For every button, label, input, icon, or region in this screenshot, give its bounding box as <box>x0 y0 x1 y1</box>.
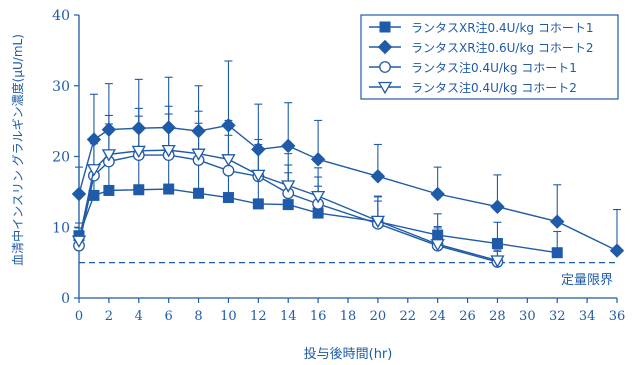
legend-label: ランタス注0.4U/kg コホート2 <box>411 80 577 95</box>
x-tick-label: 30 <box>519 309 536 324</box>
y-tick-label: 20 <box>52 150 70 166</box>
x-tick-label: 28 <box>489 309 506 324</box>
legend-marker <box>377 81 393 95</box>
reference-line-label: 定量限界 <box>561 273 613 288</box>
x-tick-label: 36 <box>609 309 626 324</box>
x-tick-label: 10 <box>220 309 237 324</box>
data-point <box>490 199 505 214</box>
data-point <box>133 184 145 196</box>
data-point <box>71 186 87 202</box>
data-point <box>281 138 296 154</box>
x-tick-label: 6 <box>165 309 173 324</box>
data-point <box>222 164 235 177</box>
data-point <box>370 215 386 229</box>
data-point <box>251 169 266 183</box>
y-tick-label: 10 <box>52 220 70 236</box>
data-point <box>71 235 87 249</box>
data-point <box>550 214 565 229</box>
data-point <box>131 145 146 159</box>
data-point <box>310 152 326 167</box>
data-point <box>490 255 505 268</box>
data-point <box>551 247 563 259</box>
legend-label: ランタスXR注0.6U/kg コホート2 <box>411 40 594 55</box>
data-point <box>163 183 175 195</box>
series-group <box>71 60 625 268</box>
data-point <box>221 154 236 167</box>
legend-label: ランタスXR注0.4U/kg コホート1 <box>411 20 594 35</box>
legend-marker <box>379 61 391 73</box>
legend-marker <box>377 39 393 55</box>
x-tick-label: 20 <box>370 309 387 324</box>
data-point <box>161 144 176 158</box>
x-tick-label: 4 <box>135 309 143 324</box>
x-tick-label: 16 <box>310 309 327 324</box>
data-point <box>282 199 294 211</box>
x-tick-label: 18 <box>340 309 357 324</box>
x-tick-label: 34 <box>579 309 596 324</box>
legend-marker <box>379 21 391 33</box>
data-point <box>491 238 503 250</box>
legend: ランタスXR注0.4U/kg コホート1 ランタスXR注0.6U/kg コホート2… <box>360 14 619 100</box>
data-point <box>222 192 234 204</box>
y-tick-label: 30 <box>52 79 70 95</box>
x-tick-label: 12 <box>250 309 267 324</box>
x-axis-label: 投与後時間(hr) <box>304 346 393 362</box>
y-tick-label: 40 <box>52 8 70 24</box>
x-tick-label: 14 <box>280 309 297 324</box>
data-point <box>609 243 625 258</box>
legend-box <box>360 14 619 100</box>
y-axis-label: 血清中インスリン グラルギン濃度(μU/mL) <box>10 34 25 266</box>
x-tick-label: 26 <box>459 309 476 324</box>
data-point <box>430 186 445 202</box>
data-point <box>310 190 326 204</box>
data-point <box>86 164 102 177</box>
x-tick-label: 2 <box>105 309 113 324</box>
series-4 <box>71 105 505 268</box>
data-point <box>252 198 264 210</box>
x-tick-label: 24 <box>429 309 446 324</box>
data-point <box>430 239 445 252</box>
x-tick-label: 32 <box>549 309 566 324</box>
data-point <box>103 184 115 196</box>
series-line <box>78 124 618 252</box>
x-tick-label: 8 <box>194 309 202 324</box>
x-tick-label: 22 <box>400 309 417 324</box>
data-point <box>101 149 117 162</box>
data-point <box>370 169 386 184</box>
data-point <box>191 148 206 161</box>
y-tick-label: 0 <box>61 291 70 307</box>
data-point <box>193 187 205 199</box>
x-tick-label: 0 <box>75 309 83 324</box>
data-point <box>281 180 296 193</box>
legend-label: ランタス注0.4U/kg コホート1 <box>411 60 577 75</box>
